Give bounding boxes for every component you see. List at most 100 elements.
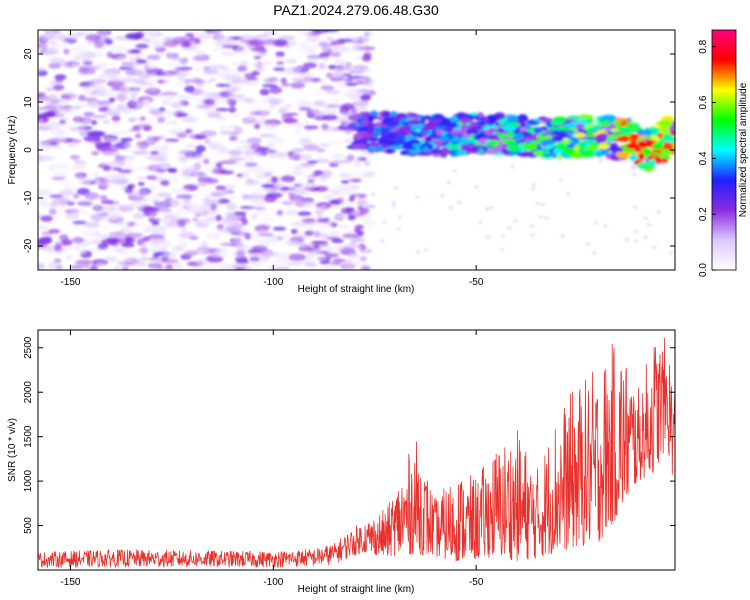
spectrogram-cell <box>248 116 257 120</box>
spectrogram-cell <box>256 231 271 237</box>
spectrogram-cell <box>507 226 512 230</box>
spectrogram-cell <box>348 241 358 248</box>
spectrogram-cell <box>531 187 536 191</box>
spectrogram-cell <box>465 148 482 153</box>
spectrogram-cell <box>555 143 567 150</box>
spectrogram-cell <box>235 267 245 270</box>
spectrogram-cell <box>103 213 120 221</box>
spectrogram-cell <box>82 60 93 66</box>
spectrogram-cell <box>296 79 311 84</box>
spectrogram-cell <box>330 73 344 78</box>
spectrogram-cell <box>135 43 149 49</box>
spectrogram-cell <box>48 31 64 39</box>
spectrogram-cell <box>253 55 262 60</box>
spectrogram-cell <box>66 255 74 260</box>
spectrogram-cell <box>100 205 117 213</box>
spectrogram-cell <box>582 139 597 144</box>
spectrogram-cell <box>327 188 334 196</box>
spectrogram-cell <box>351 143 368 149</box>
spectrogram-cell <box>210 251 228 258</box>
spectrogram-cell <box>478 220 483 224</box>
spectrogram-cell <box>51 123 67 127</box>
spectrogram-cell <box>99 195 108 201</box>
spectrogram-cell <box>441 147 451 153</box>
spectrogram-cell <box>446 181 451 185</box>
spectrogram-cell <box>118 219 133 226</box>
spectrogram-cell <box>288 194 304 202</box>
spectrogram-cell <box>306 160 319 164</box>
spectrogram-cell <box>313 100 326 107</box>
spectrogram-cell <box>633 229 638 233</box>
spectrogram-cell <box>207 209 215 215</box>
spectrogram-cell <box>160 217 171 225</box>
spectrogram-cell <box>627 124 640 130</box>
spectrogram-cell <box>160 258 179 264</box>
spectrogram-cell <box>586 145 598 152</box>
spectrogram-cell <box>259 88 270 96</box>
spectrogram-cell <box>177 241 189 250</box>
spectrogram-cell <box>316 213 324 219</box>
spectrogram-cell <box>174 66 181 74</box>
spectrogram-cell <box>380 144 388 149</box>
spectrogram-cell <box>248 39 266 46</box>
spectrogram-cell <box>233 237 243 245</box>
spectrogram-cell <box>280 77 287 84</box>
spectrogram-cell <box>237 65 248 72</box>
spectrogram-cell <box>278 267 286 270</box>
spectrogram-cell <box>47 94 58 101</box>
spectrogram-cell <box>504 132 516 138</box>
spectrogram-cell <box>353 160 362 168</box>
spectrogram-cell <box>596 133 612 140</box>
spectrogram-cell <box>82 85 90 93</box>
spectrogram-cell <box>278 107 288 115</box>
spectrogram-cell <box>84 192 100 200</box>
spectrogram-cell <box>49 45 56 53</box>
spectrogram-cell <box>199 55 212 59</box>
spectrogram-cell <box>230 250 246 258</box>
spectrogram-cell <box>92 104 101 110</box>
spectrogram-cell <box>250 213 258 220</box>
spectrogram-cell <box>248 199 257 208</box>
spectrogram-cell <box>208 144 219 150</box>
spectrogram-cell <box>110 62 118 70</box>
spectrogram-cell <box>63 48 70 55</box>
spectrogram-cell <box>655 158 663 164</box>
spectrogram-cell <box>95 90 111 97</box>
spectrogram-cell <box>656 211 661 214</box>
spectrogram-cell <box>531 183 536 186</box>
spectrogram-cell <box>394 116 401 123</box>
spectrogram-cell <box>147 262 162 269</box>
spectrogram-cell <box>204 194 211 202</box>
spectrogram-cell <box>298 243 307 248</box>
spectrogram-cell <box>38 43 48 49</box>
spectrogram-cell <box>130 49 142 53</box>
spectrogram-cell <box>275 51 285 57</box>
spectrogram-cell <box>90 120 97 125</box>
spectrogram-cell <box>239 60 249 67</box>
spectrogram-cell <box>236 173 243 178</box>
spectrogram-cell <box>255 100 263 108</box>
spectrogram-cell <box>162 251 178 259</box>
spectrogram-cell <box>260 255 270 262</box>
spectrogram-cell <box>138 255 147 263</box>
spectrogram-cell <box>225 211 236 215</box>
spectrogram-cell <box>340 180 350 184</box>
spectrogram-cell <box>241 193 250 200</box>
spectrogram-cell <box>322 114 338 121</box>
spectrogram-cell <box>506 115 519 123</box>
spectrogram-cell <box>353 133 364 141</box>
spectrogram-cell <box>243 265 253 270</box>
spectrogram-cell <box>329 76 345 82</box>
spectrogram-cell <box>206 178 219 184</box>
spectrogram-cell <box>254 34 269 39</box>
spectrogram-cell <box>252 62 265 69</box>
spectrogram-cell <box>104 256 116 261</box>
spectrogram-cell <box>515 115 529 123</box>
spectrogram-cell <box>156 247 168 252</box>
spectrogram-cell <box>43 260 60 265</box>
spectrogram-cell <box>219 130 236 135</box>
spectrogram-cell <box>166 52 174 59</box>
spectrogram-cell <box>101 137 119 143</box>
colorbar-tick-label: 0.8 <box>698 39 709 53</box>
spectrogram-cell <box>60 188 74 197</box>
